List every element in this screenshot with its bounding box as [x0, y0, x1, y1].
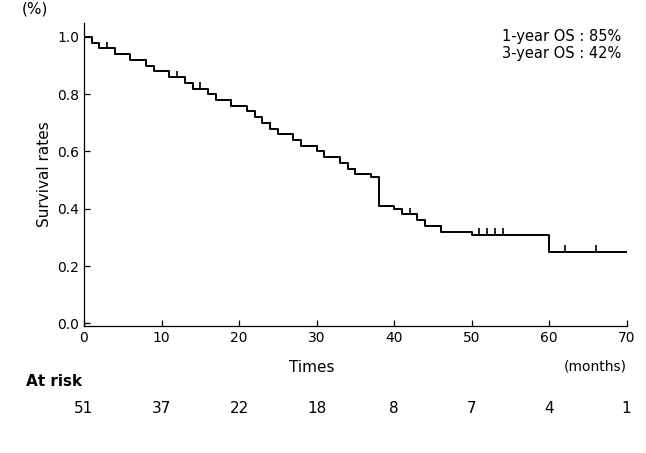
Text: 22: 22 [229, 401, 249, 416]
Text: 7: 7 [467, 401, 476, 416]
Text: (months): (months) [563, 360, 627, 374]
Y-axis label: Survival rates: Survival rates [37, 121, 52, 227]
Text: (%): (%) [21, 1, 48, 17]
Text: 37: 37 [152, 401, 171, 416]
Text: At risk: At risk [26, 374, 82, 389]
Text: 1-year OS : 85%
3-year OS : 42%: 1-year OS : 85% 3-year OS : 42% [502, 29, 621, 61]
Text: 1: 1 [622, 401, 631, 416]
Text: 51: 51 [74, 401, 94, 416]
Text: 4: 4 [545, 401, 554, 416]
Text: 8: 8 [390, 401, 399, 416]
Text: 18: 18 [307, 401, 326, 416]
Text: Times: Times [289, 360, 335, 375]
